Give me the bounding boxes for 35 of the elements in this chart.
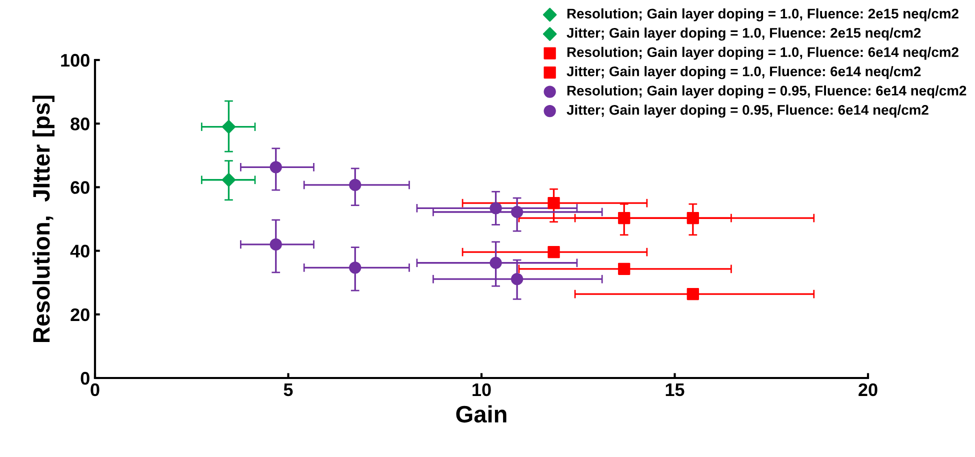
x-tick-label: 5 — [284, 384, 293, 396]
legend-label: Resolution; Gain layer doping = 0.95, Fluence: 6e14 neq/cm2 — [567, 85, 966, 98]
legend-label: Jitter; Gain layer doping = 1.0, Fluence: 2e15 neq/cm2 — [566, 28, 921, 41]
point — [618, 212, 630, 224]
point — [686, 212, 699, 224]
point — [686, 288, 699, 300]
y-axis-title: Resolution, JItter [ps] — [32, 96, 54, 342]
point — [490, 256, 502, 269]
point — [349, 178, 362, 192]
point — [270, 161, 282, 174]
y-tick-label: 100 — [61, 54, 90, 67]
x-tick-label: 10 — [472, 383, 491, 396]
y-tick-label: 80 — [70, 118, 90, 130]
x-tick-label: 15 — [666, 384, 684, 396]
point — [490, 202, 502, 214]
x-axis-title: Gain — [456, 405, 506, 423]
y-tick-label: 20 — [70, 308, 90, 322]
legend-label: Jitter; Gain layer doping = 1.0, Fluence: 6e14 neq/cm2 — [566, 66, 921, 80]
legend-label: Jitter; Gain layer doping = 0.95, Fluence: 6e14 neq/cm2 — [566, 104, 928, 118]
legend-label: Resolution; Gain layer doping = 1.0, Fluence: 6e14 neq/cm2 — [567, 46, 958, 60]
point — [548, 197, 560, 210]
point — [349, 262, 362, 274]
point — [222, 172, 236, 187]
y-tick-label: 40 — [70, 244, 90, 258]
x-tick-label: 0 — [90, 383, 100, 396]
point — [270, 238, 282, 251]
legend-label: Resolution; Gain layer doping = 1.0, Fluence: 2e15 neq/cm2 — [567, 8, 958, 22]
point — [548, 246, 560, 258]
y-tick-label: 60 — [70, 181, 90, 194]
point — [510, 273, 524, 286]
point — [510, 206, 524, 218]
x-tick-label: 20 — [858, 383, 878, 396]
point — [222, 120, 236, 134]
y-tick-label: 0 — [80, 372, 90, 385]
point — [618, 262, 630, 275]
